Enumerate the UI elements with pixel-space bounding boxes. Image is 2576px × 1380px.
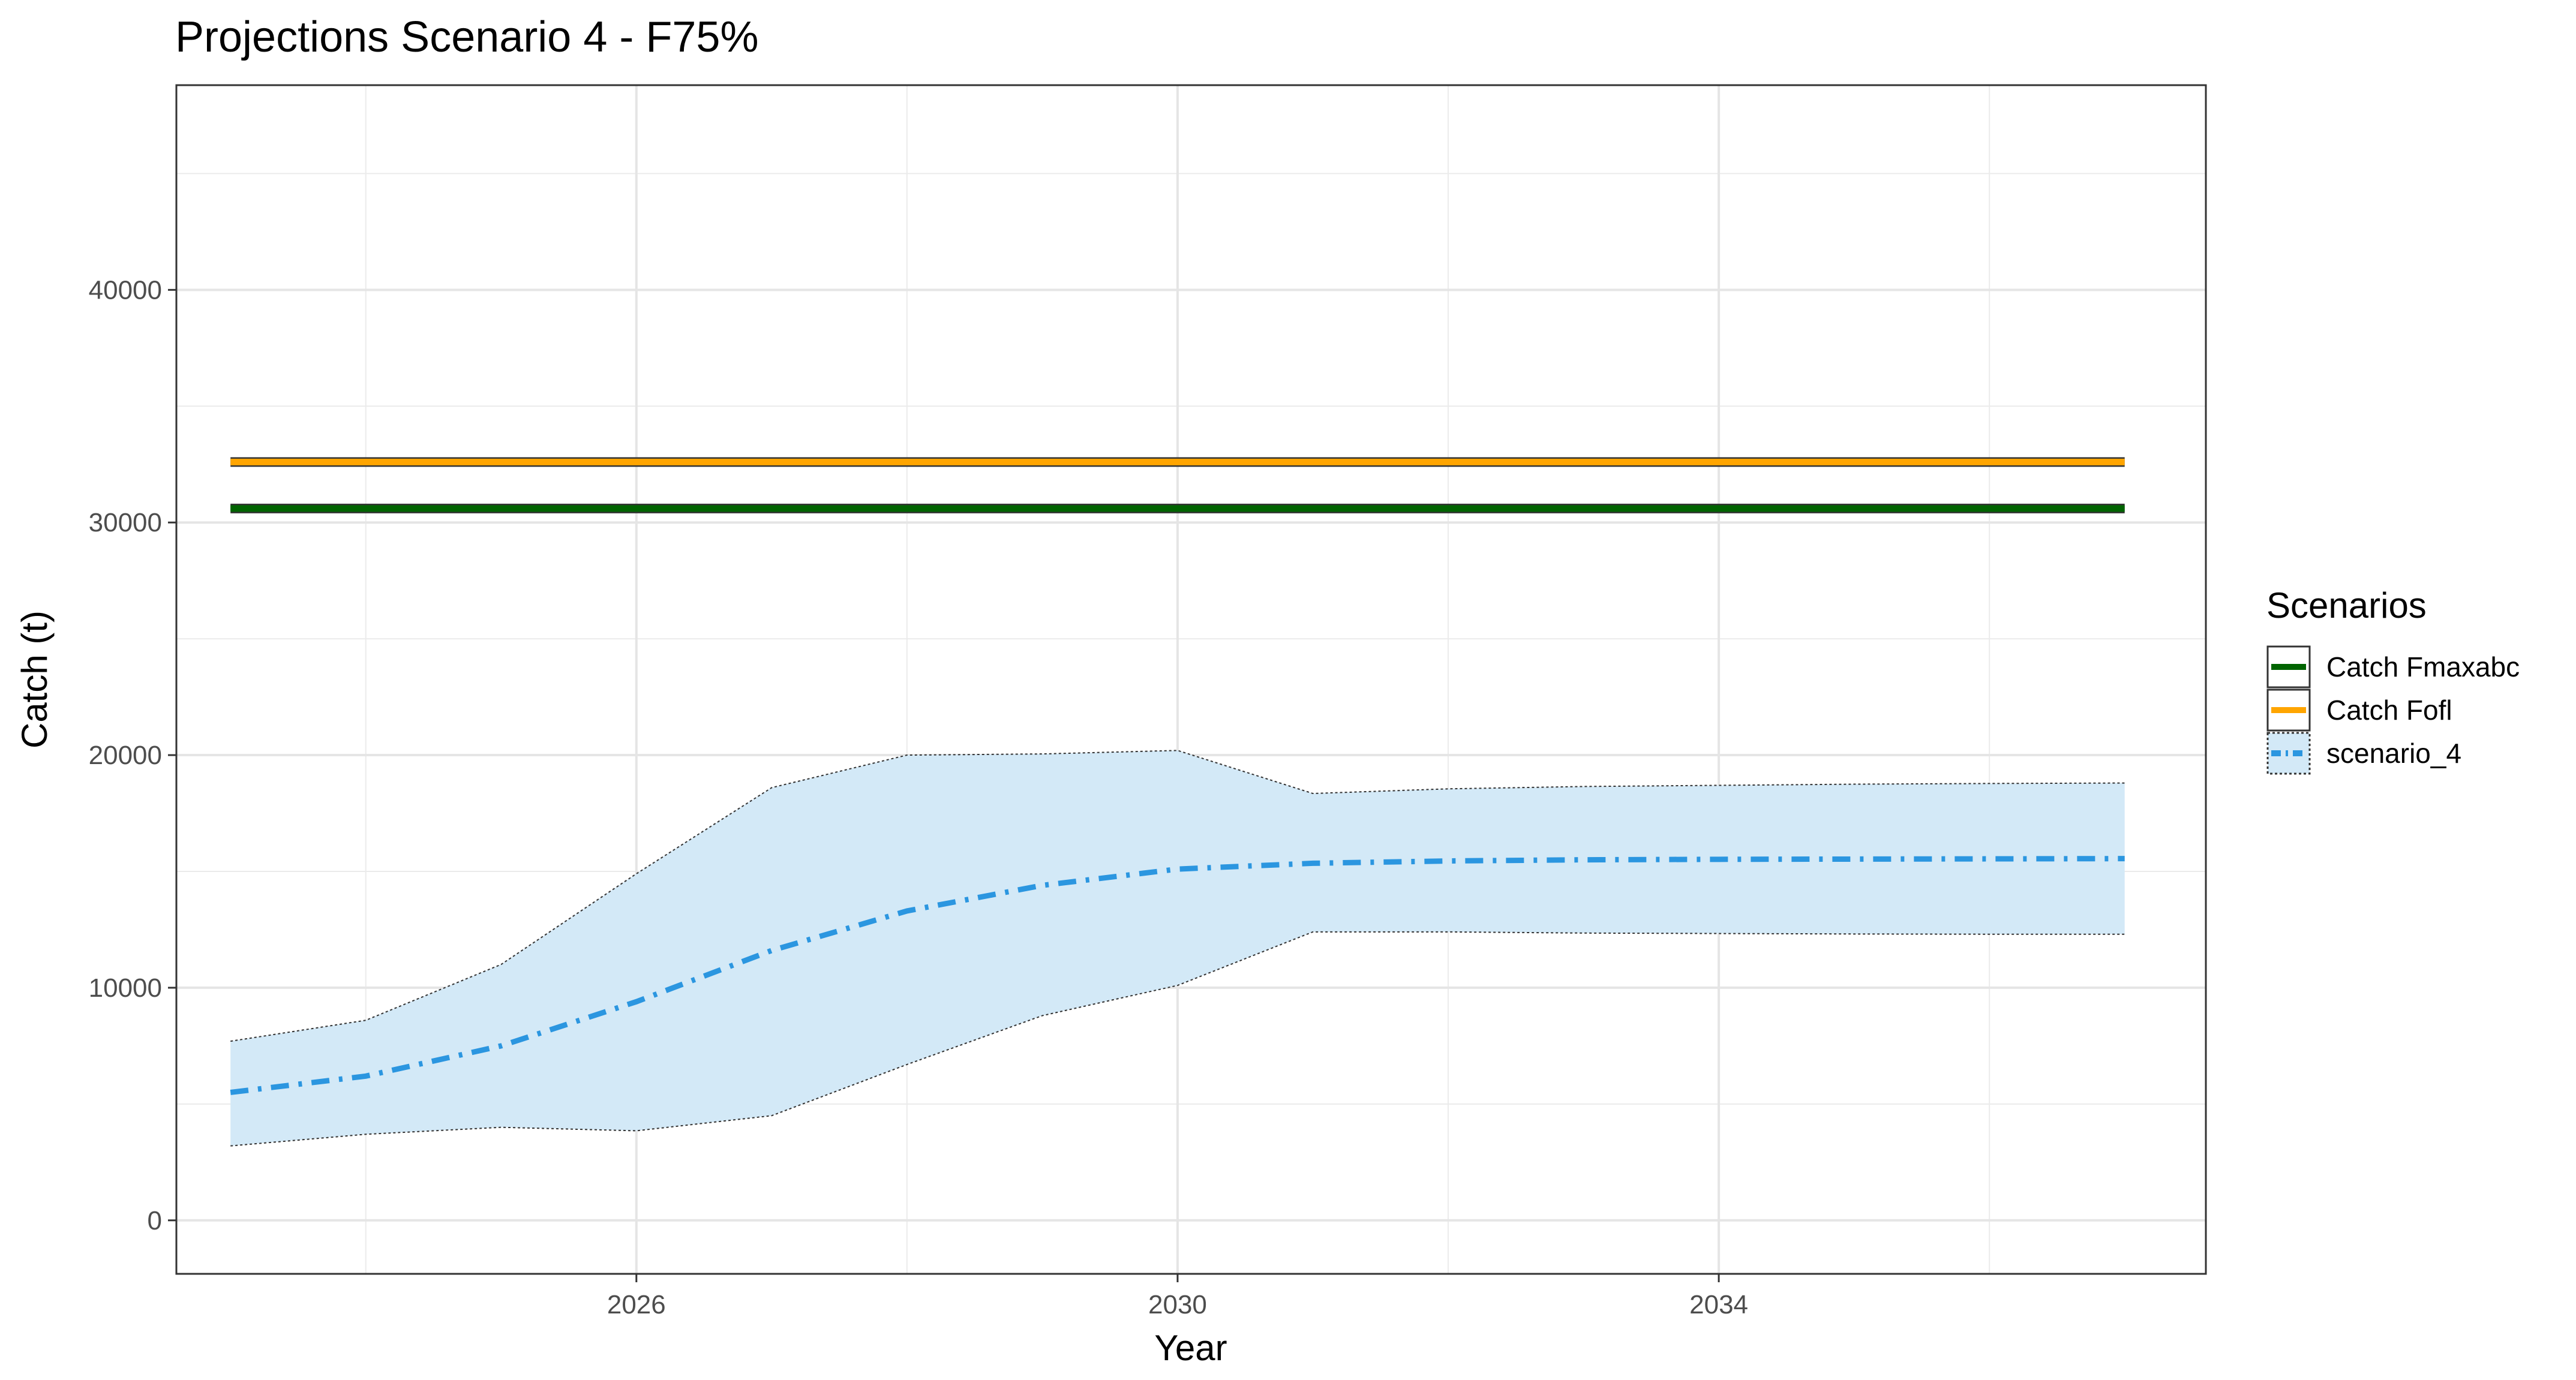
plot-border — [175, 84, 2207, 1275]
y-tick-label: 10000 — [89, 973, 162, 1003]
x-tick-label: 2030 — [1148, 1290, 1207, 1319]
series-layer — [230, 457, 2125, 1147]
legend: Scenarios Catch Fmaxabc Catch Fofl scenari… — [2266, 585, 2520, 775]
x-axis-title: Year — [1154, 1328, 1227, 1368]
series-scenario-4 — [230, 750, 2125, 1147]
y-tick-label: 20000 — [89, 741, 162, 770]
series-line — [230, 856, 2125, 1095]
band-lower-edge — [230, 931, 2125, 1147]
band-upper-edge — [230, 750, 2125, 1042]
legend-label: scenario_4 — [2326, 738, 2461, 769]
y-axis-title: Catch (t) — [14, 611, 55, 748]
legend-label: Catch Fmaxabc — [2326, 651, 2520, 683]
x-tick-label: 2034 — [1689, 1290, 1748, 1319]
y-tick-label: 40000 — [89, 275, 162, 305]
legend-item: scenario_4 — [2266, 732, 2461, 775]
x-axis: 2026 2030 2034 — [607, 1274, 1748, 1319]
y-axis: 0 10000 20000 30000 40000 — [89, 275, 176, 1235]
legend-title: Scenarios — [2266, 585, 2427, 626]
chart-title: Projections Scenario 4 - F75% — [175, 13, 758, 61]
y-tick-label: 30000 — [89, 508, 162, 537]
legend-item: Catch Fmaxabc — [2266, 645, 2520, 689]
x-tick-label: 2026 — [607, 1290, 666, 1319]
y-tick-label: 0 — [148, 1206, 162, 1235]
legend-label: Catch Fofl — [2326, 694, 2452, 726]
confidence-band — [230, 750, 2125, 1146]
legend-item: Catch Fofl — [2266, 689, 2452, 732]
